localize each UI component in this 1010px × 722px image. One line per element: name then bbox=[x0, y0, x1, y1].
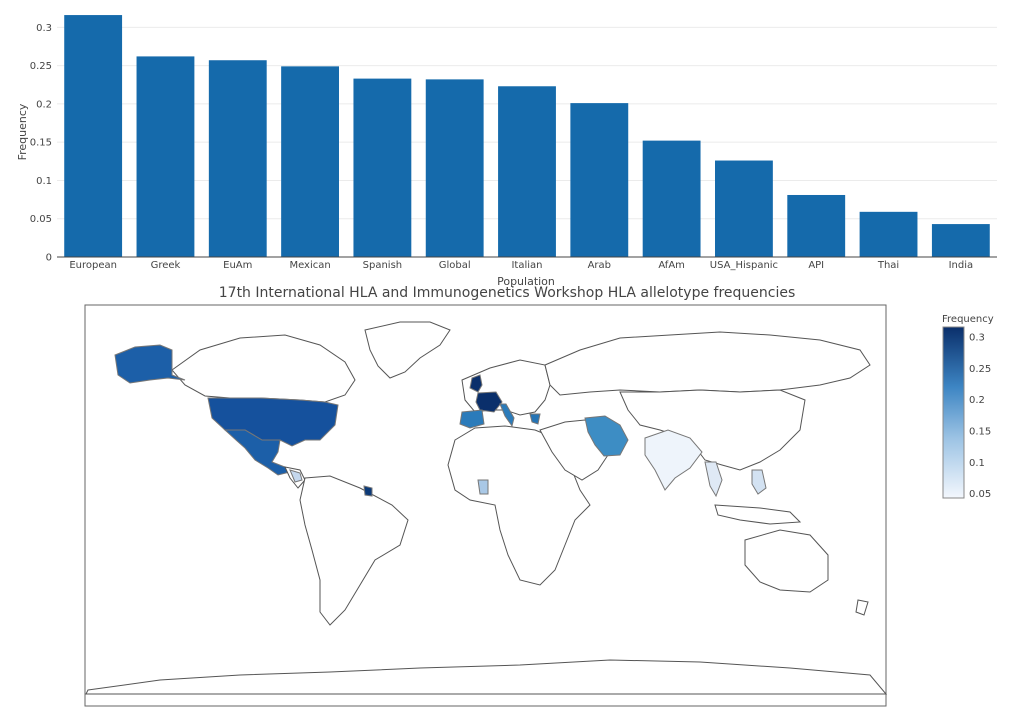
bar-afam[interactable] bbox=[642, 140, 701, 257]
x-tick-label: Italian bbox=[511, 260, 542, 271]
x-tick-label: European bbox=[69, 260, 117, 271]
country-asia bbox=[619, 389, 806, 471]
country-philippines bbox=[751, 469, 767, 495]
x-tick-label: EuAm bbox=[223, 260, 252, 271]
x-tick-label: Greek bbox=[151, 260, 181, 271]
bar-api[interactable] bbox=[787, 194, 846, 257]
x-tick-label: Mexican bbox=[289, 260, 330, 271]
colorbar-tick-label: 0.3 bbox=[969, 333, 985, 344]
country-india bbox=[644, 429, 703, 491]
country-venezuela-region bbox=[363, 485, 373, 497]
country-spain bbox=[459, 409, 485, 429]
country-ghana-region bbox=[477, 479, 489, 495]
y-tick-label: 0.25 bbox=[30, 61, 52, 72]
country-thailand bbox=[704, 461, 723, 498]
x-tick-label: Spanish bbox=[363, 260, 403, 271]
bar-chart-bars bbox=[64, 15, 990, 257]
country-uk bbox=[469, 374, 483, 393]
country-antarctica bbox=[85, 659, 888, 695]
country-middle-east bbox=[539, 419, 611, 481]
country-usa bbox=[207, 397, 339, 447]
country-greenland bbox=[364, 321, 451, 379]
bar-greek[interactable] bbox=[136, 56, 195, 257]
country-australia bbox=[744, 529, 829, 593]
x-axis-title: Population bbox=[497, 275, 555, 288]
x-tick-label: USA_Hispanic bbox=[710, 260, 778, 271]
bar-arab[interactable] bbox=[570, 103, 629, 257]
y-tick-label: 0.05 bbox=[30, 214, 52, 225]
country-alaska bbox=[114, 344, 186, 384]
country-indonesia bbox=[714, 504, 802, 525]
country-central-america-shaded bbox=[289, 469, 303, 483]
y-tick-label: 0.3 bbox=[36, 23, 52, 34]
country-italy bbox=[499, 403, 515, 428]
bar-spanish[interactable] bbox=[353, 78, 412, 257]
x-tick-labels: European Greek EuAm Mexican Spanish Global Ita… bbox=[69, 260, 973, 271]
country-new-zealand bbox=[855, 599, 869, 616]
bar-india[interactable] bbox=[931, 224, 990, 257]
country-central-america bbox=[284, 466, 306, 489]
country-iran bbox=[584, 415, 629, 457]
colorbar-title: Frequency bbox=[942, 314, 994, 325]
bar-usa-hispanic[interactable] bbox=[715, 160, 773, 257]
colorbar-tick-label: 0.15 bbox=[969, 426, 991, 437]
country-france bbox=[475, 391, 503, 413]
map-countries bbox=[85, 321, 888, 695]
bar-italian[interactable] bbox=[498, 86, 556, 257]
x-tick-label: Global bbox=[439, 260, 471, 271]
bar-thai[interactable] bbox=[859, 211, 918, 257]
country-africa bbox=[447, 425, 591, 586]
x-tick-label: India bbox=[949, 260, 974, 271]
bar-mexican[interactable] bbox=[281, 66, 339, 257]
colorbar-gradient bbox=[942, 326, 965, 499]
colorbar-tick-label: 0.2 bbox=[969, 395, 985, 406]
country-europe bbox=[461, 359, 551, 416]
bar-chart: 0 0.05 0.1 0.15 0.2 0.25 0.3 European Greek EuAm… bbox=[16, 15, 997, 288]
y-tick-label: 0.15 bbox=[30, 138, 52, 149]
bar-euam[interactable] bbox=[208, 60, 267, 257]
country-greece bbox=[529, 413, 541, 425]
colorbar-tick-label: 0.1 bbox=[969, 458, 985, 469]
colorbar: Frequency 0.05 0.1 0.15 0.2 0.25 0.3 bbox=[942, 314, 994, 500]
country-russia bbox=[544, 331, 871, 396]
country-canada bbox=[171, 334, 356, 403]
country-mexico bbox=[223, 429, 291, 476]
y-tick-label: 0.1 bbox=[36, 176, 52, 187]
y-tick-label: 0 bbox=[46, 253, 52, 264]
colorbar-tick-label: 0.05 bbox=[969, 489, 991, 500]
x-tick-label: AfAm bbox=[658, 260, 685, 271]
colorbar-tick-label: 0.25 bbox=[969, 364, 991, 375]
y-tick-label: 0.2 bbox=[36, 99, 52, 110]
y-axis-title: Frequency bbox=[16, 103, 29, 160]
y-tick-labels: 0 0.05 0.1 0.15 0.2 0.25 0.3 bbox=[30, 23, 52, 264]
bar-european[interactable] bbox=[64, 15, 123, 257]
x-tick-label: Thai bbox=[877, 260, 899, 271]
map-frame bbox=[84, 304, 887, 707]
colorbar-tick-labels: 0.05 0.1 0.15 0.2 0.25 0.3 bbox=[969, 333, 991, 501]
x-tick-label: Arab bbox=[588, 260, 611, 271]
bar-global[interactable] bbox=[425, 79, 484, 257]
country-south-america bbox=[299, 475, 409, 626]
x-tick-label: API bbox=[808, 260, 824, 271]
